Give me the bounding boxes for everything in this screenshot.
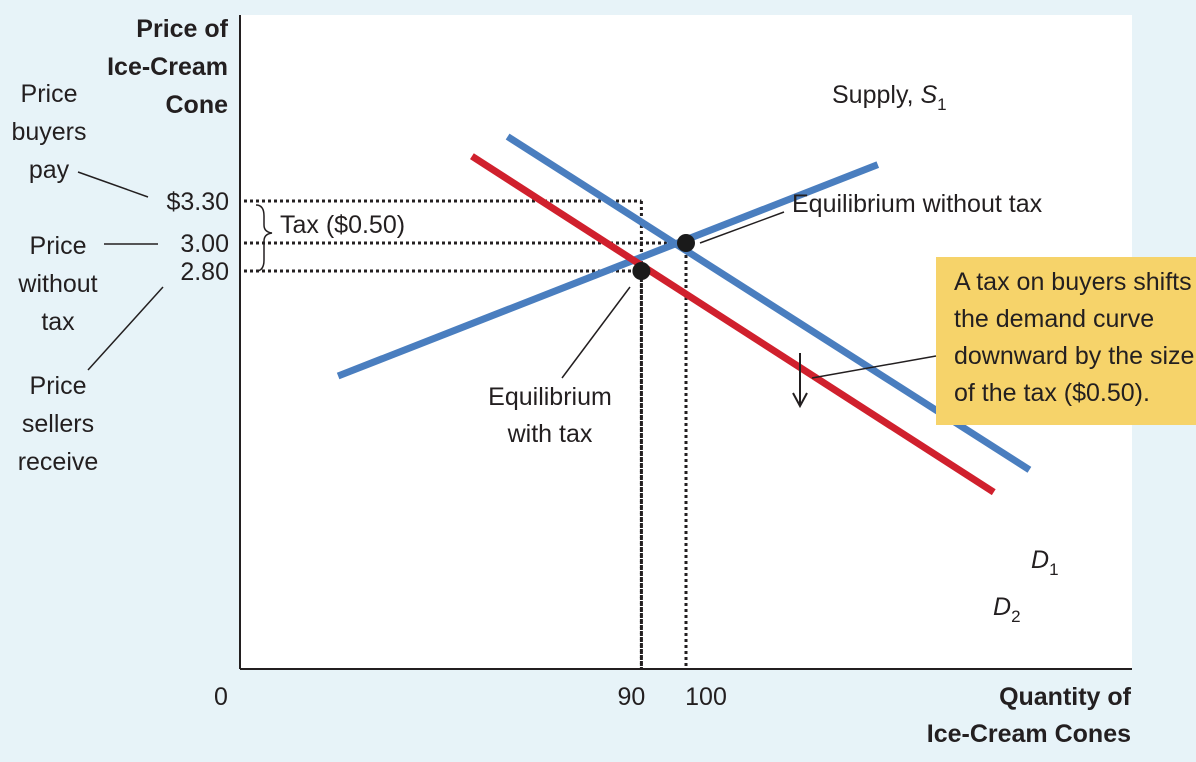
tax-brace: [255, 204, 273, 272]
price-buyers-pay-label-line-2: buyers: [11, 118, 86, 146]
labels: Price of Ice-Cream Cone Quantity of Ice-Crea…: [11, 15, 1196, 748]
y-tick-label-1: $3.30: [166, 188, 229, 216]
callout-leader: [811, 355, 937, 379]
y-axis-title-line-2: Ice-Cream: [107, 53, 228, 81]
tax-label: Tax ($0.50): [280, 211, 405, 239]
price-without-tax-label-line-1: Price: [30, 232, 87, 260]
equilibrium-with-tax-leader: [561, 286, 631, 379]
supply-curve: [336, 161, 880, 380]
price-sellers-receive-label-line-1: Price: [30, 372, 87, 400]
equilibrium-point-2: [632, 262, 651, 280]
equilibrium-without-tax-label: Equilibrium without tax: [792, 190, 1043, 218]
price-without-tax-label-line-2: without: [17, 270, 97, 298]
price-without-tax-label-line-3: tax: [41, 308, 75, 336]
equilibrium-with-tax-label-line-1: Equilibrium: [488, 383, 612, 411]
price-sellers-receive-label-line-3: receive: [18, 448, 99, 476]
price-buyers-pay-label-line-3: pay: [29, 156, 70, 184]
equilibrium-point-1: [677, 234, 695, 252]
x-tick-label-2: 100: [685, 683, 727, 711]
price-buyers-pay-label-line-1: Price: [21, 80, 78, 108]
x-axis-title-line-1: Quantity of: [999, 683, 1132, 711]
equilibrium-with-tax-label-line-2: with tax: [507, 420, 593, 448]
callout-box: [936, 257, 1196, 425]
d1-label: D1: [1031, 546, 1059, 579]
callout-text-line-4: of the tax ($0.50).: [954, 379, 1150, 407]
supply-label: Supply, S1: [832, 81, 947, 114]
price-sellers-receive-leader: [87, 286, 164, 371]
y-axis-title-line-3: Cone: [166, 91, 229, 119]
equilibrium-without-tax-leader: [699, 211, 785, 244]
shift-arrow-head: [792, 392, 808, 409]
axes: [239, 15, 1132, 670]
callout-text-line-1: A tax on buyers shifts: [954, 268, 1192, 296]
callout-text-line-3: downward by the size: [954, 342, 1194, 370]
callout-text-line-2: the demand curve: [954, 305, 1154, 333]
d2-label: D2: [993, 593, 1021, 626]
y-tick-label-3: 2.80: [180, 258, 229, 286]
y-tick-label-2: 3.00: [180, 230, 229, 258]
price-buyers-pay-leader: [77, 171, 149, 198]
x-axis-title-line-2: Ice-Cream Cones: [927, 720, 1131, 748]
d2-curve: [470, 153, 996, 496]
y-axis-title-line-1: Price of: [136, 15, 228, 43]
equilibrium-points: [632, 234, 695, 280]
x-tick-label-1: 90: [617, 683, 645, 711]
origin-label: 0: [214, 683, 228, 711]
price-sellers-receive-label-line-2: sellers: [22, 410, 94, 438]
